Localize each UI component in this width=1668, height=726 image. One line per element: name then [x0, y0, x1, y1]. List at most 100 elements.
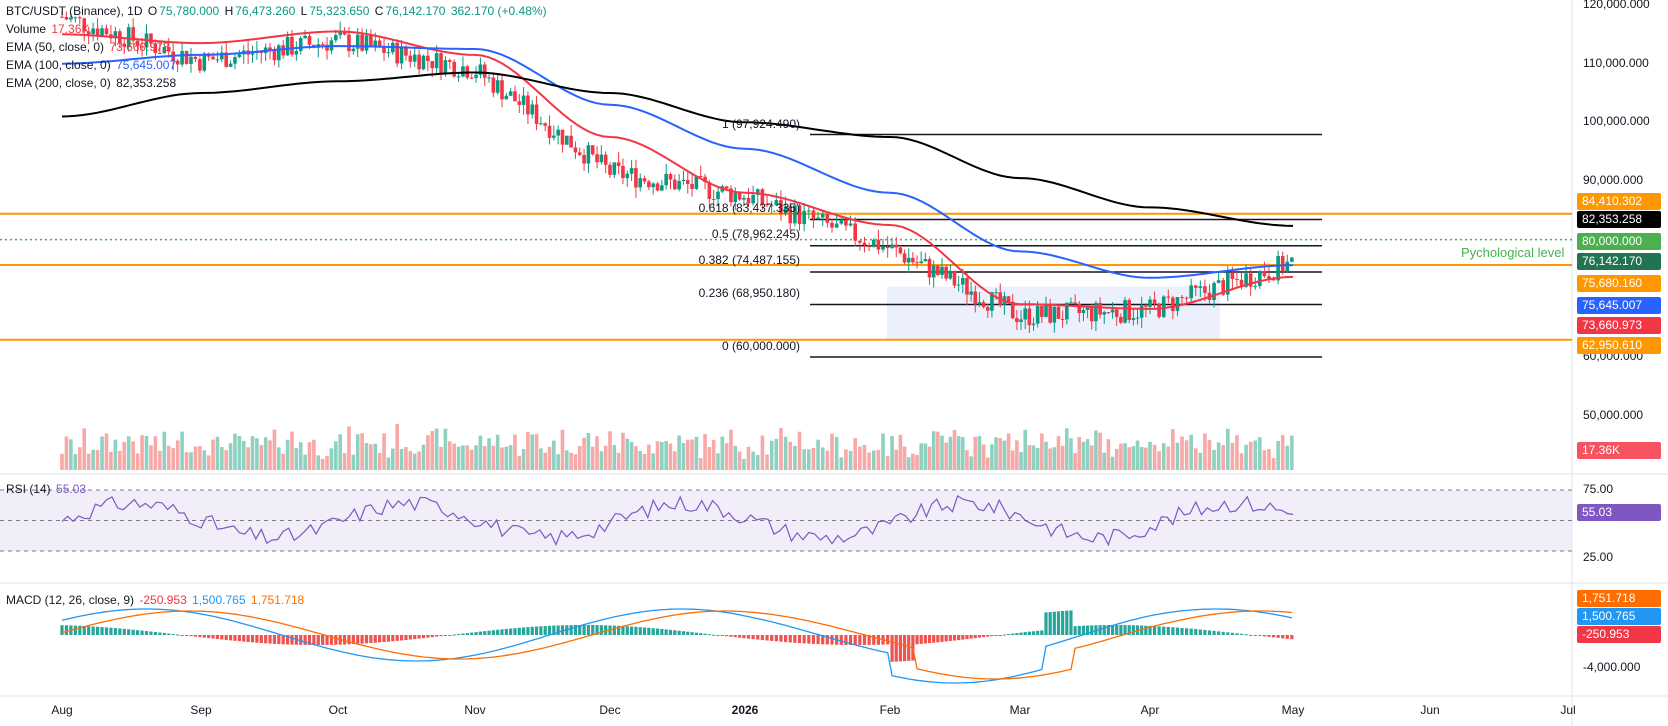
- candle-body: [491, 77, 496, 93]
- candle-body: [707, 182, 712, 199]
- volume-bar: [539, 448, 543, 470]
- volume-bar: [412, 453, 417, 470]
- candle-body: [95, 28, 100, 36]
- macd-histogram-bar: [220, 635, 224, 640]
- fib-label-0618: 0.618 (83,437.335): [698, 201, 800, 215]
- volume-bar: [844, 449, 848, 470]
- volume-bar: [862, 444, 867, 470]
- macd-histogram-bar: [1203, 629, 1207, 635]
- macd-histogram-bar: [940, 635, 944, 642]
- candle-body: [439, 53, 443, 74]
- candle-body: [733, 192, 738, 203]
- macd-histogram-bar: [1217, 631, 1221, 635]
- macd-histogram-bar: [742, 635, 746, 639]
- volume-bar: [853, 438, 857, 470]
- candle-body: [1235, 278, 1239, 280]
- candle-body: [1216, 280, 1221, 283]
- macd-histogram-bar: [198, 635, 202, 638]
- volume-bar: [774, 438, 779, 470]
- candle-body: [724, 186, 729, 189]
- macd-histogram-bar: [720, 635, 724, 636]
- volume-bar: [298, 442, 303, 470]
- volume-bar: [162, 431, 167, 470]
- volume-bar: [277, 447, 281, 470]
- candle-body: [86, 31, 91, 35]
- candle-body: [973, 291, 978, 305]
- rsi-label: RSI (14): [6, 482, 51, 496]
- ema100-legend: EMA (100, close, 0) 75,645.007: [6, 56, 178, 74]
- candle-body: [126, 27, 131, 48]
- macd-histogram-bar: [973, 635, 977, 639]
- macd-histogram-bar: [122, 628, 126, 635]
- candle-body: [268, 47, 272, 51]
- macd-histogram-bar: [395, 635, 399, 641]
- price-tag: 84,410.302: [1577, 193, 1661, 210]
- candle-body: [565, 135, 569, 145]
- candle-body: [500, 80, 504, 100]
- candle-body: [1081, 310, 1086, 313]
- macd-histogram-bar: [534, 626, 539, 635]
- candle-body: [844, 219, 848, 226]
- macd-histogram-bar: [426, 635, 430, 638]
- macd-histogram-bar: [268, 635, 272, 644]
- volume-bar: [246, 447, 250, 470]
- volume-bar: [113, 439, 118, 470]
- macd-histogram-bar: [915, 635, 919, 645]
- candle-body: [911, 257, 915, 263]
- candle-body: [294, 51, 299, 55]
- time-axis-label: Nov: [464, 703, 486, 717]
- volume-bar: [1052, 447, 1057, 470]
- macd-histogram-bar: [839, 635, 843, 645]
- volume-bar: [961, 437, 965, 470]
- candle-body: [760, 189, 765, 204]
- volume-bar: [1290, 435, 1294, 470]
- volume-bar: [373, 443, 378, 470]
- candle-body: [113, 31, 118, 39]
- candle-body: [956, 284, 961, 286]
- volume-bar: [660, 441, 664, 470]
- candle-body: [664, 173, 668, 186]
- candle-body: [774, 200, 779, 206]
- macd-histogram-bar: [351, 635, 355, 645]
- macd-histogram-bar: [651, 628, 655, 635]
- candle-body: [625, 173, 630, 179]
- volume-bar: [820, 447, 825, 470]
- volume-bar: [1207, 439, 1212, 470]
- close-label: C: [374, 4, 384, 18]
- macd-histogram-bar: [599, 625, 603, 635]
- macd-histogram-bar: [825, 635, 829, 645]
- macd-histogram-bar: [483, 631, 487, 635]
- candle-body: [153, 43, 158, 53]
- ema200-legend: EMA (200, close, 0) 82,353.258: [6, 74, 178, 92]
- macd-histogram-bar: [277, 635, 281, 645]
- macd-histogram-bar: [994, 635, 998, 636]
- candle-body: [885, 246, 890, 249]
- macd-histogram-bar: [821, 635, 825, 645]
- volume-bar: [927, 446, 932, 470]
- macd-histogram-bar: [582, 624, 586, 635]
- volume-bar: [733, 445, 738, 470]
- volume-bar: [131, 441, 135, 470]
- macd-histogram-bar: [1069, 610, 1073, 635]
- rsi-value: 55.03: [56, 482, 87, 496]
- price-tag: 80,000.000: [1577, 233, 1661, 250]
- macd-histogram-bar: [677, 630, 681, 635]
- volume-bar: [969, 456, 973, 470]
- candle-body: [1180, 297, 1184, 299]
- macd-histogram-bar: [1207, 630, 1212, 635]
- macd-hist-value: -250.953: [139, 593, 187, 607]
- candle-body: [716, 191, 720, 200]
- candle-body: [1114, 309, 1119, 317]
- volume-bar: [685, 439, 690, 470]
- macd-histogram-bar: [1290, 635, 1294, 640]
- macd-histogram-bar: [986, 635, 990, 637]
- open-value: 75,780.000: [159, 4, 220, 18]
- volume-bar: [198, 446, 202, 470]
- ema-line-3: [61, 71, 1294, 227]
- macd-histogram-bar: [435, 635, 439, 637]
- volume-bar: [1221, 445, 1226, 470]
- volume-bar: [638, 451, 643, 470]
- price-axis-label: 100,000.000: [1583, 114, 1650, 129]
- candle-body: [543, 123, 547, 126]
